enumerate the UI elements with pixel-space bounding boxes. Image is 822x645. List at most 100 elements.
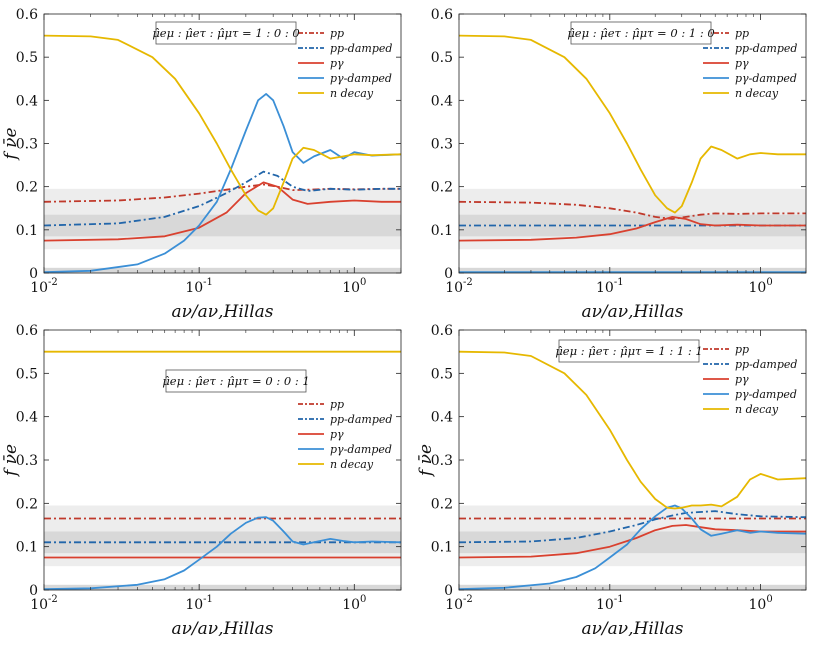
legend-entry-label: pγ [735,373,749,386]
y-tick-label: 0.4 [16,93,38,109]
y-tick-label: 0.3 [16,453,38,469]
y-tick-label: 0.2 [16,180,38,196]
series-line-ndecay-4 [458,34,806,214]
ratio-label: μ̂eμ : μ̂eτ : μ̂μτ = 1 : 1 : 1 [555,344,702,358]
legend-entry-label: n decay [330,87,374,100]
y-tick-label: 0 [29,583,38,599]
legend: pp pp-damped pγ pγ-damped n decay [298,398,392,471]
legend-entry-label: pp-damped [330,42,392,55]
y-tick-label: 0 [29,266,38,282]
legend-entry-label: pγ [735,57,749,70]
x-tick-label: 10-1 [185,277,213,296]
band-1 [459,531,806,554]
band-2 [44,584,401,590]
legend-entry-label: pγ-damped [735,72,797,85]
y-tick-label: 0.1 [431,540,453,556]
y-axis-label: f ν̄e [416,444,436,478]
y-tick-label: 0.3 [431,137,453,153]
y-tick-label: 0 [444,266,453,282]
y-tick-label: 0.2 [431,180,453,196]
x-tick-label: 10-2 [30,277,58,296]
legend-entry-label: pp-damped [735,42,797,55]
legend-entry-label: n decay [735,403,779,416]
y-tick-label: 0.5 [431,50,453,66]
x-tick-label: 100 [342,594,366,613]
y-tick-label: 0.4 [431,93,453,109]
panel-bottom-right: 0 0.1 0.2 0.3 0.4 0.5 0.6 10-2 10-1 100 aν/aν,Hill… [416,323,807,639]
y-axis-label: f ν̄e [1,444,21,478]
ratio-annotation: μ̂eμ : μ̂eτ : μ̂μτ = 1 : 1 : 1 [555,339,703,363]
series-line-pdamped-3 [43,93,402,273]
series-line-ppdamped-1 [458,510,807,544]
legend: pp pp-damped pγ pγ-damped n decay [298,27,392,100]
series-line-p-2 [43,181,401,242]
x-tick-label: 10-1 [185,594,213,613]
band-1 [459,214,806,237]
legend-entry-label: pγ-damped [330,72,392,85]
band-2 [44,267,401,273]
y-tick-label: 0.6 [431,7,453,23]
panel-bottom-left: 0 0.1 0.2 0.3 0.4 0.5 0.6 10-2 10-1 100 aν/aν,Hill… [1,323,402,639]
y-tick-label: 0.5 [16,50,38,66]
y-tick-label: 0 [444,583,453,599]
ratio-label: μ̂eμ : μ̂eτ : μ̂μτ = 0 : 1 : 0 [567,26,714,40]
x-tick-label: 100 [749,277,773,296]
legend-entry-label: n decay [735,87,779,100]
legend-entry-label: pp [735,27,749,40]
panel-top-right: 0 0.1 0.2 0.3 0.4 0.5 0.6 10-2 10-1 100 aν/aν,Hill… [431,7,807,322]
ratio-label: μ̂eμ : μ̂eτ : μ̂μτ = 0 : 0 : 1 [162,374,309,388]
series-line-pdamped-3 [458,504,807,590]
ratio-box [570,21,712,45]
legend: pp pp-damped pγ pγ-damped n decay [703,27,797,100]
legend: pp pp-damped pγ pγ-damped n decay [703,343,797,416]
band-2 [459,267,806,273]
ratio-box [558,339,700,363]
y-tick-label: 0.1 [16,223,38,239]
band-1 [44,214,401,237]
y-tick-label: 0.3 [431,453,453,469]
y-tick-label: 0.6 [16,7,38,23]
y-tick-label: 0.6 [16,323,38,339]
y-tick-label: 0.5 [431,366,453,382]
y-tick-label: 0.2 [431,496,453,512]
series-line-pp-0 [458,200,806,220]
y-tick-label: 0.6 [431,323,453,339]
y-tick-label: 0.1 [431,223,453,239]
x-tick-label: 10-2 [30,594,58,613]
x-tick-label: 100 [749,594,773,613]
legend-entry-label: pp-damped [330,413,392,426]
legend-entry-label: pγ [330,428,344,441]
x-axis-label: aν/aν,Hillas [171,619,273,639]
legend-entry-label: pγ-damped [330,443,392,456]
legend-entry-label: pp-damped [735,358,797,371]
y-tick-label: 0.2 [16,496,38,512]
y-tick-label: 0.4 [431,410,453,426]
x-axis-label: aν/aν,Hillas [581,619,683,639]
panel-top-left: 0 0.1 0.2 0.3 0.4 0.5 0.6 10-2 10-1 100 aν/aν,Hill… [1,7,402,322]
legend-entry-label: pp [330,398,344,411]
y-tick-label: 0.4 [16,410,38,426]
series-line-ndecay-4 [458,350,807,510]
ratio-annotation: μ̂eμ : μ̂eτ : μ̂μτ = 0 : 1 : 0 [567,21,715,45]
series-line-pp-0 [43,183,401,203]
legend-entry-label: pp [735,343,749,356]
y-axis-label: f ν̄e [1,127,21,161]
ratio-label: μ̂eμ : μ̂eτ : μ̂μτ = 1 : 0 : 0 [152,26,299,40]
x-tick-label: 10-1 [596,277,624,296]
ratio-annotation: μ̂eμ : μ̂eτ : μ̂μτ = 1 : 0 : 0 [152,21,300,45]
ratio-annotation: μ̂eμ : μ̂eτ : μ̂μτ = 0 : 0 : 1 [162,369,310,393]
x-tick-label: 10-2 [445,594,473,613]
x-tick-label: 10-1 [596,594,624,613]
legend-entry-label: pγ-damped [735,388,797,401]
x-axis-label: aν/aν,Hillas [171,302,273,322]
series-line-ndecay-4 [43,34,402,216]
legend-entry-label: n decay [330,458,374,471]
y-tick-label: 0.3 [16,137,38,153]
legend-entry-label: pp [330,27,344,40]
band-2 [459,584,806,590]
x-tick-label: 100 [342,277,366,296]
y-tick-label: 0.1 [16,540,38,556]
series-line-pdamped-3 [43,516,402,590]
x-tick-label: 10-2 [445,277,473,296]
